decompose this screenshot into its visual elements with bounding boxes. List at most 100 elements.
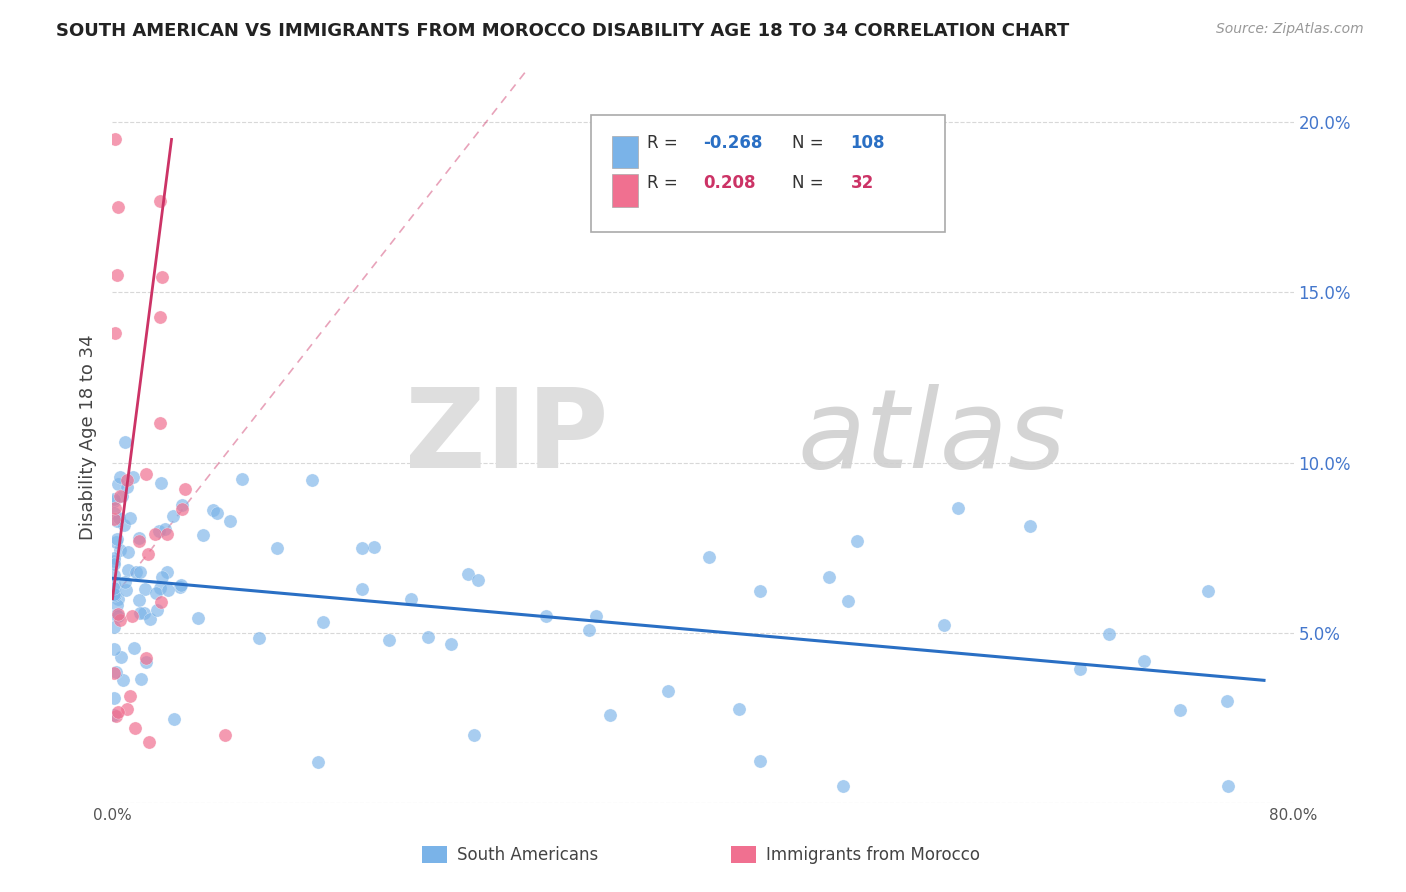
Point xyxy=(312,615,335,629)
Point xyxy=(301,473,323,487)
Point xyxy=(103,494,125,508)
Point xyxy=(104,500,127,515)
Point xyxy=(115,702,138,716)
Point xyxy=(122,640,145,655)
Point xyxy=(108,613,131,627)
Point xyxy=(128,592,150,607)
Point xyxy=(104,132,127,146)
Point xyxy=(153,522,176,536)
Point xyxy=(266,541,288,556)
Point xyxy=(103,690,125,705)
Point xyxy=(117,563,139,577)
Point xyxy=(534,609,557,624)
Point xyxy=(103,512,125,526)
Point xyxy=(187,610,209,624)
Point xyxy=(114,575,136,590)
Point xyxy=(104,665,127,680)
Point xyxy=(107,592,129,607)
Point xyxy=(202,503,225,517)
Point xyxy=(105,268,128,283)
Point xyxy=(832,779,855,793)
Text: SOUTH AMERICAN VS IMMIGRANTS FROM MOROCCO DISABILITY AGE 18 TO 34 CORRELATION CH: SOUTH AMERICAN VS IMMIGRANTS FROM MOROCC… xyxy=(56,22,1070,40)
Point xyxy=(108,489,131,503)
Point xyxy=(1216,693,1239,707)
Point xyxy=(463,728,485,742)
Text: -0.268: -0.268 xyxy=(703,134,762,152)
Point xyxy=(169,578,191,592)
Point xyxy=(172,502,194,516)
Point xyxy=(104,588,127,602)
Point xyxy=(148,524,170,538)
Point xyxy=(128,534,150,549)
Point xyxy=(108,511,131,525)
Point xyxy=(156,565,179,579)
Point xyxy=(114,582,136,597)
Point xyxy=(112,517,135,532)
Text: 108: 108 xyxy=(851,134,886,152)
Point xyxy=(149,475,172,490)
Point xyxy=(599,708,621,723)
Point xyxy=(103,581,125,595)
Point xyxy=(932,618,955,632)
Point xyxy=(117,544,139,558)
Point xyxy=(156,583,179,598)
Point xyxy=(103,551,125,566)
Point xyxy=(307,755,329,769)
Point xyxy=(103,642,125,657)
Point xyxy=(1098,627,1121,641)
FancyBboxPatch shape xyxy=(612,136,638,168)
Text: atlas: atlas xyxy=(797,384,1066,491)
Point xyxy=(103,620,125,634)
Point xyxy=(104,326,127,341)
Point xyxy=(1170,703,1192,717)
Point xyxy=(467,574,489,588)
Point xyxy=(103,553,125,567)
Point xyxy=(103,558,125,572)
Text: 0.208: 0.208 xyxy=(703,174,755,192)
Text: 32: 32 xyxy=(851,174,875,192)
Point xyxy=(1069,662,1091,676)
Point xyxy=(399,591,422,606)
Point xyxy=(845,533,868,548)
Point xyxy=(149,194,172,208)
Point xyxy=(128,531,150,545)
Point xyxy=(103,577,125,591)
Point xyxy=(115,480,138,494)
Text: ZIP: ZIP xyxy=(405,384,609,491)
Point xyxy=(135,467,157,482)
Point xyxy=(174,482,197,496)
Point xyxy=(125,565,148,579)
Point xyxy=(457,567,479,582)
Point xyxy=(105,709,128,723)
Point xyxy=(136,547,159,561)
Point xyxy=(697,550,720,565)
Point xyxy=(169,580,191,594)
Y-axis label: Disability Age 18 to 34: Disability Age 18 to 34 xyxy=(79,334,97,540)
Point xyxy=(107,477,129,491)
Point xyxy=(103,568,125,582)
Point xyxy=(105,532,128,546)
FancyBboxPatch shape xyxy=(612,175,638,207)
Text: South Americans: South Americans xyxy=(457,846,598,863)
Point xyxy=(247,632,270,646)
Point xyxy=(657,684,679,698)
Point xyxy=(111,489,134,503)
Point xyxy=(103,666,125,681)
Point xyxy=(146,603,169,617)
Point xyxy=(150,594,173,608)
Point xyxy=(103,491,125,506)
Point xyxy=(114,435,136,450)
Point xyxy=(105,607,128,622)
Point xyxy=(107,201,129,215)
Point xyxy=(149,416,172,430)
Text: Source: ZipAtlas.com: Source: ZipAtlas.com xyxy=(1216,22,1364,37)
Point xyxy=(377,632,399,647)
Point xyxy=(104,535,127,549)
Point xyxy=(138,734,160,748)
Point xyxy=(218,514,240,528)
Point xyxy=(107,705,129,719)
Point xyxy=(578,623,600,637)
Point xyxy=(105,598,128,612)
Point xyxy=(143,527,166,541)
Point xyxy=(214,728,236,742)
